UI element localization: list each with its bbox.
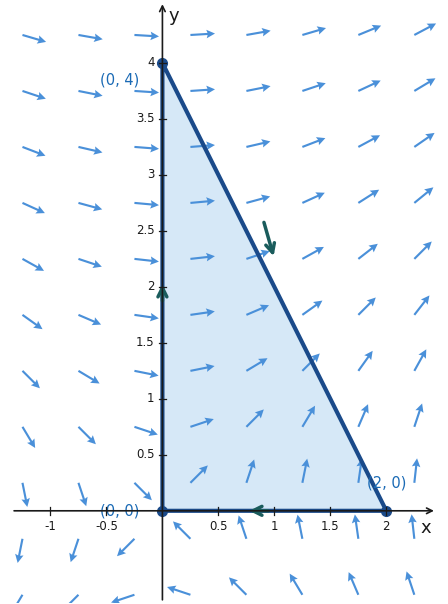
Text: y: y	[168, 7, 179, 25]
Text: 1: 1	[271, 520, 278, 533]
Text: (0, 4): (0, 4)	[100, 72, 139, 87]
Text: 1: 1	[147, 393, 155, 405]
Text: 0.5: 0.5	[136, 448, 155, 461]
Text: 2: 2	[147, 280, 155, 294]
Text: x: x	[421, 519, 431, 536]
Text: (0, 0): (0, 0)	[100, 503, 140, 518]
Text: 2: 2	[383, 520, 390, 533]
Text: 0.5: 0.5	[209, 520, 228, 533]
Text: 2.5: 2.5	[136, 225, 155, 237]
Text: 1.5: 1.5	[321, 520, 340, 533]
Text: -1: -1	[44, 520, 56, 533]
Text: 1.5: 1.5	[136, 336, 155, 349]
Text: 4: 4	[147, 56, 155, 69]
Text: 3: 3	[147, 169, 155, 181]
Polygon shape	[163, 63, 386, 511]
Text: (2, 0): (2, 0)	[366, 476, 406, 490]
Text: -0.5: -0.5	[95, 520, 118, 533]
Text: 3.5: 3.5	[136, 112, 155, 126]
